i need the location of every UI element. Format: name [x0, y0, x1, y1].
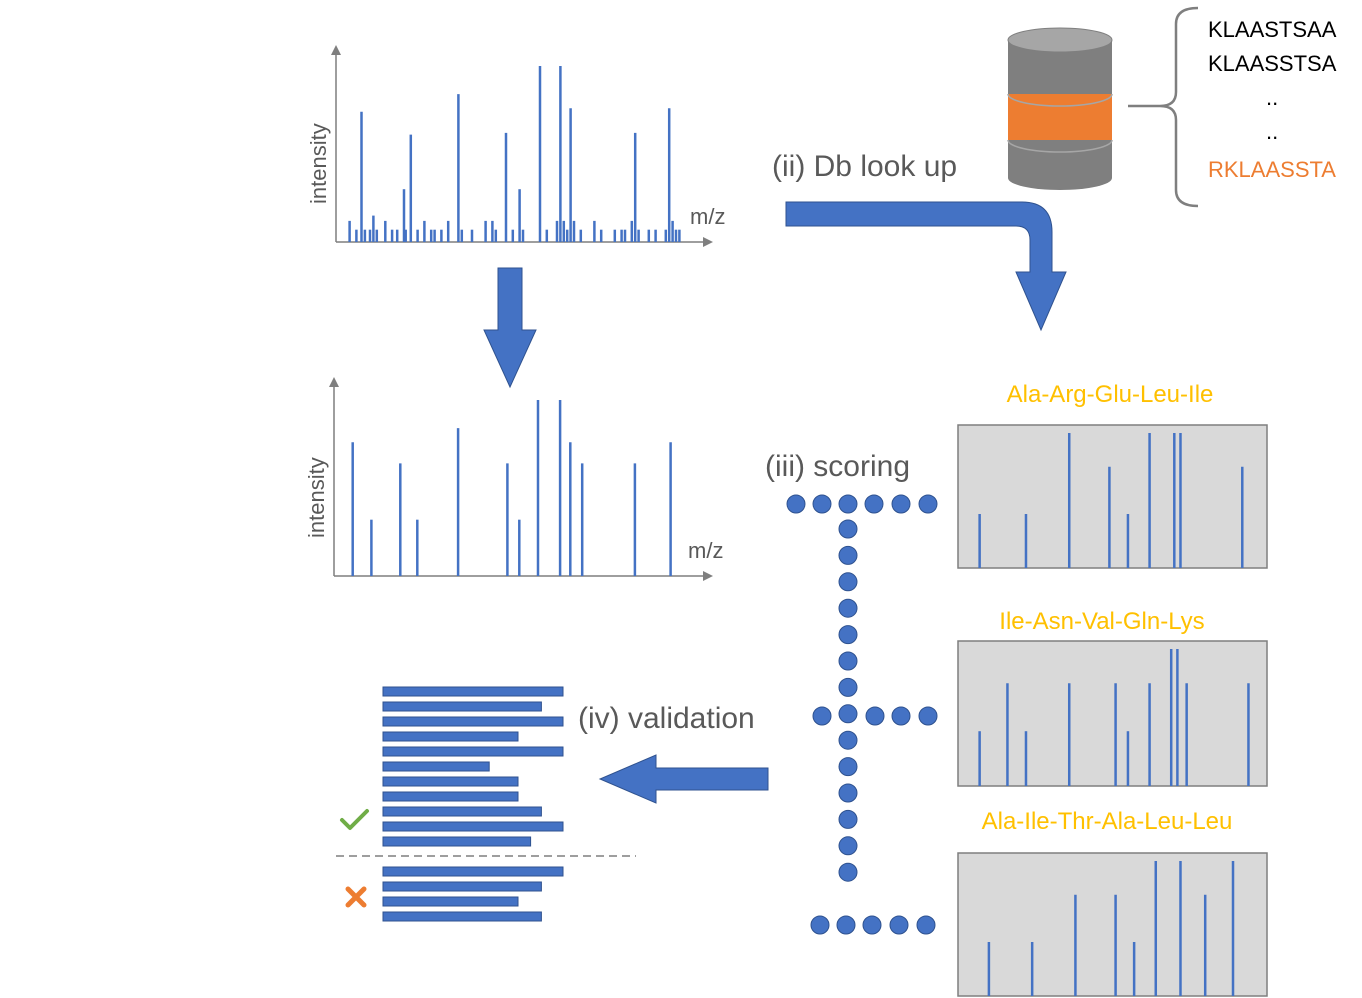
db-brace: [1159, 6, 1199, 208]
connector-dot: [916, 915, 936, 935]
connector-dot: [838, 625, 858, 645]
connector-dot: [864, 494, 884, 514]
scoring-label: (iii) scoring: [765, 450, 910, 483]
psm-bar: [382, 746, 564, 757]
connector-dot: [810, 915, 830, 935]
db-sequence-2: KLAASSTSA: [1208, 51, 1337, 76]
candidate-2-peaks: [978, 649, 1250, 786]
psm-bar: [382, 701, 542, 712]
candidate-2: Ile-Asn-Val-Gln-Lys: [957, 608, 1268, 787]
db-sequence-highlight: RKLAASSTA: [1208, 157, 1336, 182]
connector-dot: [889, 915, 909, 935]
candidate-3-panel: [957, 852, 1268, 997]
connector-dot: [838, 862, 858, 882]
psm-bar: [382, 791, 519, 802]
psm-bar: [382, 896, 519, 907]
connector-dot: [865, 706, 885, 726]
psm-bar: [382, 911, 542, 922]
db-ellipsis-2: ..: [1266, 119, 1278, 144]
raw-spectrum-xlabel: m/z: [690, 204, 725, 229]
candidate-3: Ala-Ile-Thr-Ala-Leu-Leu: [957, 808, 1268, 997]
connector-dot: [838, 677, 858, 697]
raw-spectrum: intensity m/z: [306, 45, 725, 247]
psm-bar: [382, 761, 490, 772]
candidate-2-name: Ile-Asn-Val-Gln-Lys: [999, 608, 1204, 635]
connector-dot: [836, 915, 856, 935]
bent-arrow: [785, 201, 1067, 332]
connector-dot: [918, 706, 938, 726]
processed-spectrum-peaks: [351, 400, 672, 576]
connector-dot: [891, 494, 911, 514]
psm-bar: [382, 821, 564, 832]
psm-bar: [382, 806, 542, 817]
connector-dot: [838, 519, 858, 539]
raw-spectrum-ylabel: intensity: [306, 123, 331, 204]
connector-dot: [838, 836, 858, 856]
connector-dot: [838, 651, 858, 671]
connector-dot: [838, 572, 858, 592]
raw-spectrum-peaks: [348, 66, 681, 242]
candidate-1: Ala-Arg-Glu-Leu-Ile: [957, 381, 1268, 569]
connector-dot: [838, 757, 858, 777]
processed-spectrum-ylabel: intensity: [304, 457, 329, 538]
cross-icon: [345, 886, 367, 908]
connector-dot: [812, 494, 832, 514]
connector-dot: [838, 783, 858, 803]
psm-bar: [382, 716, 564, 727]
candidate-1-name: Ala-Arg-Glu-Leu-Ile: [1007, 381, 1214, 408]
check-icon: [340, 809, 369, 830]
connector-dot: [838, 598, 858, 618]
psm-bar: [382, 731, 519, 742]
candidate-1-peaks: [978, 433, 1244, 568]
validation-list: [382, 686, 564, 922]
connector-dot: [786, 494, 806, 514]
connector-dot: [812, 706, 832, 726]
candidate-1-panel: [957, 424, 1268, 569]
candidate-3-peaks: [987, 861, 1235, 996]
psm-bar: [382, 686, 564, 697]
db-ellipsis-1: ..: [1266, 85, 1278, 110]
psm-bar: [382, 776, 519, 787]
down-arrow: [483, 267, 537, 389]
psm-bar: [382, 836, 532, 847]
database-icon: [1007, 27, 1113, 190]
left-arrow: [598, 754, 769, 804]
connector-dot: [838, 730, 858, 750]
connector-dot: [891, 706, 911, 726]
db-lookup-label: (ii) Db look up: [772, 150, 957, 183]
psm-bar: [382, 881, 542, 892]
processed-spectrum-xlabel: m/z: [688, 538, 723, 563]
candidate-2-panel: [957, 640, 1268, 787]
connector-dot: [838, 809, 858, 829]
psm-bar: [382, 866, 564, 877]
connector-dot: [838, 545, 858, 565]
validation-label: (iv) validation: [578, 702, 755, 735]
connector-dot: [862, 915, 882, 935]
connector-dot: [838, 704, 858, 724]
db-sequence-1: KLAASTSAA: [1208, 17, 1337, 42]
processed-spectrum: intensity m/z: [304, 377, 723, 581]
connector-dots: [786, 494, 938, 935]
connector-dot: [918, 494, 938, 514]
candidate-3-name: Ala-Ile-Thr-Ala-Leu-Leu: [982, 808, 1233, 835]
connector-dot: [838, 494, 858, 514]
